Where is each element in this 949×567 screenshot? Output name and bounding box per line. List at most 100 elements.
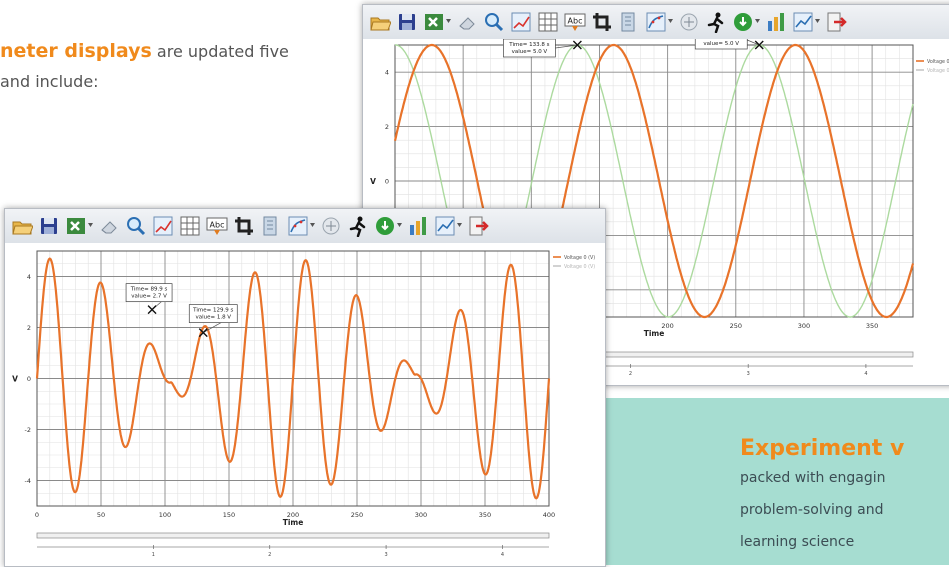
y-tick-label: 2 xyxy=(27,324,31,332)
y-tick-label: 4 xyxy=(27,273,31,281)
annotation-time: Time= 133.8 s xyxy=(508,42,549,48)
record-icon[interactable] xyxy=(374,215,396,237)
grid-icon[interactable] xyxy=(537,11,559,33)
x-tick-label: 150 xyxy=(223,511,235,519)
x-tick-label: 300 xyxy=(415,511,427,519)
overview-bar[interactable]: 1 2 3 4 xyxy=(36,532,550,558)
background-line-1: neter displays are updated five xyxy=(0,36,289,67)
promo-line-2: problem-solving and xyxy=(740,502,884,518)
series-line-1 xyxy=(35,257,551,500)
autoscale-icon[interactable] xyxy=(152,215,174,237)
dropdown-arrow-icon[interactable] xyxy=(755,19,760,24)
x-tick-label: 300 xyxy=(798,322,810,330)
dropdown-arrow-icon[interactable] xyxy=(310,223,315,228)
x-tick-label: 50 xyxy=(97,511,105,519)
annotation-marker xyxy=(147,305,157,315)
annotation-marker xyxy=(572,40,582,50)
annotation-value: value= 1.8 V xyxy=(195,315,231,321)
x-axis-label: Time xyxy=(283,518,304,527)
background-line-2: and include: xyxy=(0,72,99,91)
annotation-value: value= 5.0 V xyxy=(512,49,548,55)
legend-entry: Voltage 0 (V) xyxy=(564,264,595,270)
x-tick-label: 250 xyxy=(351,511,363,519)
y-axis-label: V xyxy=(12,375,18,384)
save-icon[interactable] xyxy=(396,11,418,33)
annotation-time: Time= 129.9 s xyxy=(192,308,233,314)
run-icon[interactable] xyxy=(347,215,369,237)
y-tick-label: -2 xyxy=(25,426,31,434)
front-graph-window: Abc 0 50 100 150 200 250 300 350 400 4 2 0 -2 -4 Time V… xyxy=(4,208,606,567)
autoscale-icon[interactable] xyxy=(510,11,532,33)
y-axis-label: V xyxy=(370,177,376,186)
zoom-icon[interactable] xyxy=(483,11,505,33)
layout-icon[interactable] xyxy=(260,215,282,237)
text-annotation-icon[interactable]: Abc xyxy=(206,215,228,237)
dropdown-arrow-icon[interactable] xyxy=(446,19,451,24)
legend-entry: Voltage 0 (V) xyxy=(927,59,949,65)
bar-chart-icon[interactable] xyxy=(407,215,429,237)
bar-chart-icon[interactable] xyxy=(765,11,787,33)
promo-line-3: learning science xyxy=(740,534,855,550)
grid-icon[interactable] xyxy=(179,215,201,237)
x-tick-label: 250 xyxy=(730,322,742,330)
curve-fit-icon[interactable] xyxy=(645,11,667,33)
legend: Voltage 0 (V) Voltage 0 (V) xyxy=(553,255,595,270)
plot-frame xyxy=(394,44,914,318)
text-annotation-icon[interactable]: Abc xyxy=(564,11,586,33)
line-chart-icon[interactable] xyxy=(792,11,814,33)
x-tick-label: 100 xyxy=(159,511,171,519)
dropdown-arrow-icon[interactable] xyxy=(815,19,820,24)
legend-entry: Voltage 0 (V) xyxy=(564,255,595,261)
run-icon[interactable] xyxy=(705,11,727,33)
dropdown-arrow-icon[interactable] xyxy=(457,223,462,228)
x-tick-label: 200 xyxy=(287,511,299,519)
legend-entry: Voltage 0 (V) xyxy=(927,68,949,74)
excel-export-icon[interactable] xyxy=(423,11,445,33)
x-axis-label: Time xyxy=(644,329,665,338)
open-folder-icon[interactable] xyxy=(369,11,391,33)
annotation-time: Time= 267.2 s xyxy=(700,39,741,40)
layout-icon[interactable] xyxy=(618,11,640,33)
eraser-icon[interactable] xyxy=(98,215,120,237)
exit-icon[interactable] xyxy=(825,11,847,33)
save-icon[interactable] xyxy=(38,215,60,237)
eraser-icon[interactable] xyxy=(456,11,478,33)
promo-line-1: packed with engagin xyxy=(740,470,886,486)
y-tick-label: 4 xyxy=(385,69,389,77)
overview-tick-label: 1 xyxy=(152,552,155,558)
front-graph[interactable]: 0 50 100 150 200 250 300 350 400 4 2 0 -2 -4 Time V Time… xyxy=(5,243,605,566)
svg-text:Abc: Abc xyxy=(210,221,225,230)
zoom-icon[interactable] xyxy=(125,215,147,237)
statistics-icon[interactable] xyxy=(678,11,700,33)
crop-icon[interactable] xyxy=(233,215,255,237)
open-folder-icon[interactable] xyxy=(11,215,33,237)
back-toolbar: Abc xyxy=(363,5,949,40)
dropdown-arrow-icon[interactable] xyxy=(88,223,93,228)
overview-tick-label: 3 xyxy=(747,371,750,377)
crop-icon[interactable] xyxy=(591,11,613,33)
background-highlight: neter displays xyxy=(0,40,152,62)
annotation-value: value= 5.0 V xyxy=(703,41,739,47)
statistics-icon[interactable] xyxy=(320,215,342,237)
y-tick-label: 0 xyxy=(385,178,389,186)
record-icon[interactable] xyxy=(732,11,754,33)
annotation-time: Time= 89.9 s xyxy=(130,287,168,293)
annotation-marker xyxy=(198,328,208,338)
curve-fit-icon[interactable] xyxy=(287,215,309,237)
overview-tick-label: 2 xyxy=(268,552,271,558)
background-text: neter displays are updated five and incl… xyxy=(0,36,289,97)
dropdown-arrow-icon[interactable] xyxy=(397,223,402,228)
x-tick-label: 0 xyxy=(35,511,39,519)
x-tick-label: 400 xyxy=(543,511,555,519)
dropdown-arrow-icon[interactable] xyxy=(668,19,673,24)
exit-icon[interactable] xyxy=(467,215,489,237)
line-chart-icon[interactable] xyxy=(434,215,456,237)
y-tick-label: 0 xyxy=(27,375,31,383)
annotation-value: value= 2.7 V xyxy=(131,294,167,300)
x-tick-label: 350 xyxy=(479,511,491,519)
excel-export-icon[interactable] xyxy=(65,215,87,237)
